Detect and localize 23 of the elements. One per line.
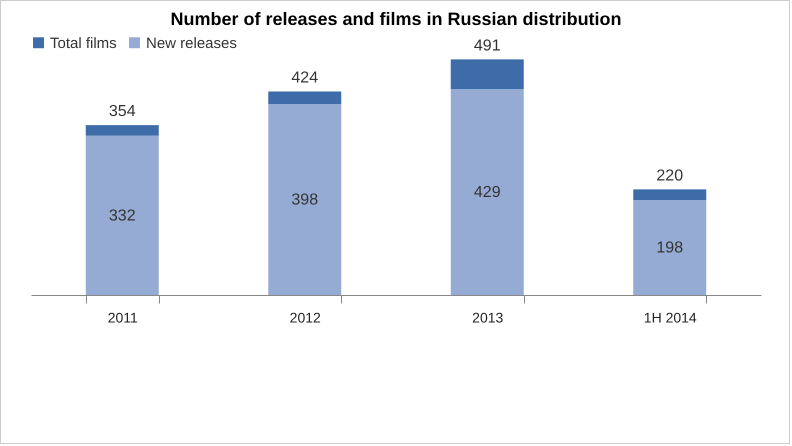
bar — [86, 136, 159, 295]
x-tick-label: 2013 — [472, 310, 504, 326]
bar — [268, 104, 342, 295]
data-label: 429 — [474, 184, 501, 202]
chart-title: Number of releases and films in Russian distribution — [170, 9, 622, 29]
data-label: 198 — [656, 239, 684, 256]
legend-label: Total films — [50, 34, 117, 52]
bar — [633, 189, 706, 200]
bar — [450, 89, 524, 295]
total-label: 220 — [656, 167, 684, 184]
data-label: 332 — [108, 207, 136, 224]
bar — [633, 200, 706, 295]
total-label: 354 — [108, 103, 136, 120]
bar — [86, 125, 159, 136]
x-tick-label: 2012 — [290, 310, 322, 326]
total-label: 424 — [291, 69, 318, 86]
bar — [268, 91, 342, 104]
x-tick-label: 1H 2014 — [644, 310, 697, 326]
total-label: 491 — [474, 37, 501, 54]
x-tick-label: 2011 — [108, 310, 138, 326]
bar — [450, 59, 524, 90]
data-label: 398 — [291, 191, 318, 208]
legend-label: New releases — [146, 34, 237, 52]
